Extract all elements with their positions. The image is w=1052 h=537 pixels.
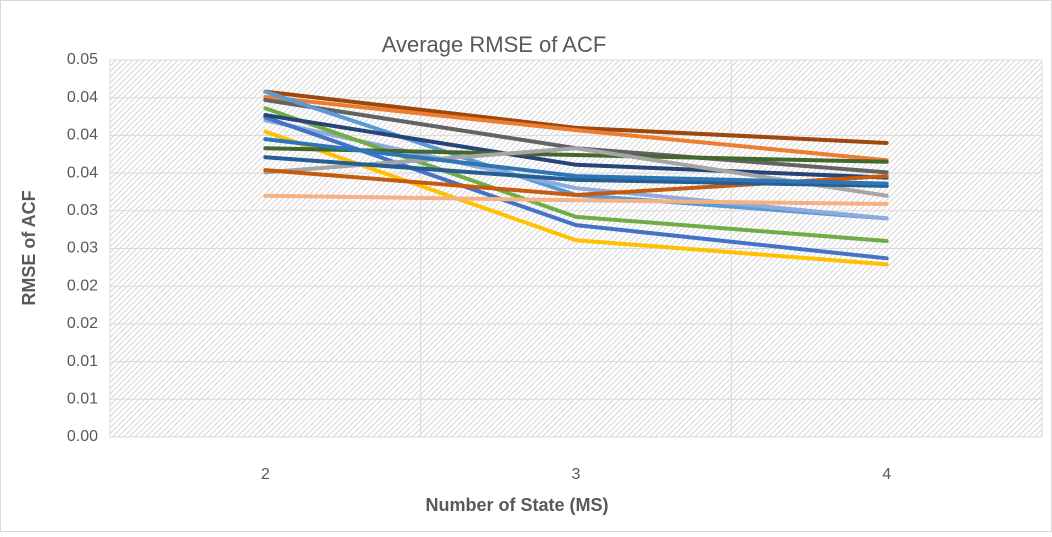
x-axis-title: Number of State (MS) bbox=[425, 495, 608, 515]
series-line bbox=[263, 94, 889, 163]
y-tick-label: 0.02 bbox=[67, 277, 98, 294]
y-tick-label: 0.05 bbox=[67, 51, 98, 68]
y-tick-label: 0.02 bbox=[67, 315, 98, 332]
y-tick-label: 0.01 bbox=[67, 353, 98, 370]
x-tick-label: 3 bbox=[572, 466, 581, 483]
series-line bbox=[263, 155, 889, 188]
y-axis-title: RMSE of ACF bbox=[19, 190, 39, 305]
y-tick-label: 0.04 bbox=[67, 164, 98, 181]
y-tick-label: 0.03 bbox=[67, 202, 98, 219]
y-tick-label: 0.04 bbox=[67, 89, 98, 106]
x-tick-label: 2 bbox=[261, 466, 270, 483]
series-line bbox=[263, 106, 889, 243]
series-line bbox=[263, 137, 889, 186]
x-tick-label: 4 bbox=[882, 466, 891, 483]
series-line bbox=[263, 113, 889, 180]
y-tick-label: 0.03 bbox=[67, 240, 98, 257]
series-line bbox=[263, 89, 889, 145]
y-tick-label: 0.00 bbox=[67, 428, 98, 445]
series-line bbox=[263, 129, 889, 267]
y-tick-label: 0.04 bbox=[67, 127, 98, 144]
y-tick-label: 0.01 bbox=[67, 391, 98, 408]
chart-title: Average RMSE of ACF bbox=[382, 32, 607, 57]
series-line bbox=[263, 193, 889, 207]
